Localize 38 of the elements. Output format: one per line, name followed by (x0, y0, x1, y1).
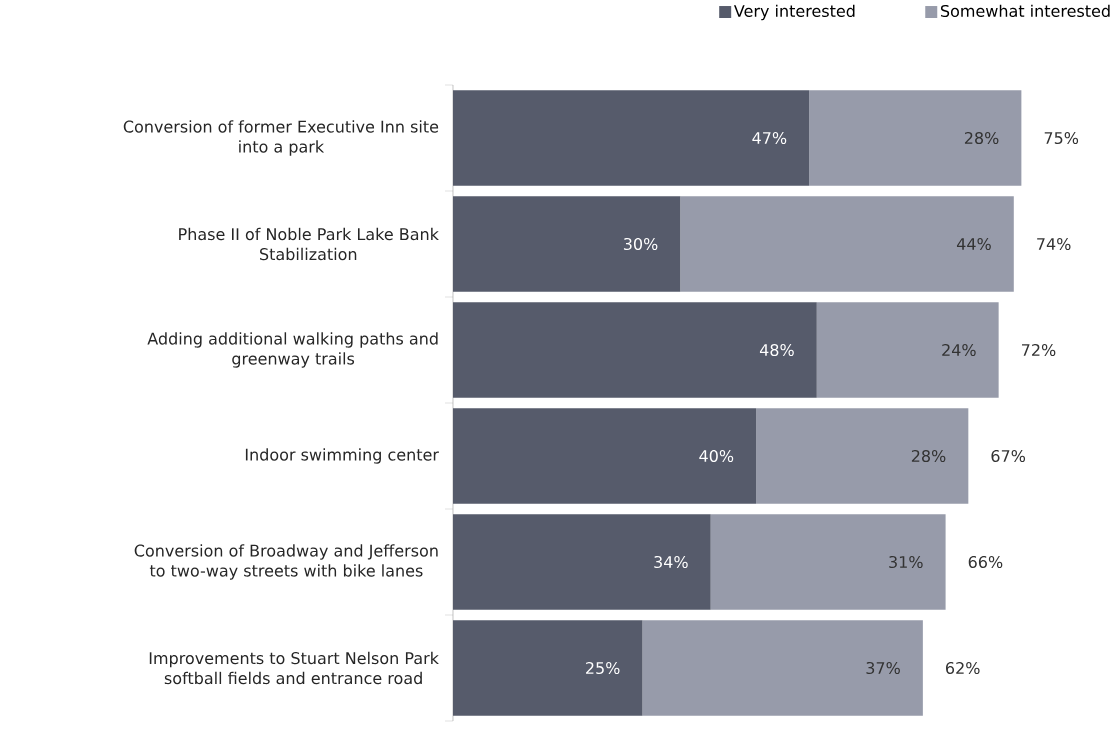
total-label: 74% (1037, 237, 1071, 251)
bar (816, 302, 999, 398)
total-label: 75% (1044, 131, 1079, 145)
data-label: 48% (759, 343, 794, 357)
data-label: 44% (956, 237, 991, 251)
legend-label: Very interested (733, 4, 855, 21)
bar (809, 90, 1022, 186)
bar (453, 408, 757, 504)
data-label: 28% (964, 131, 999, 145)
y-tick-label: Indoor swimming center (245, 448, 439, 464)
y-tick-label: Phase II of Noble Park Lake Bank Stabilization (179, 227, 439, 261)
bar (453, 514, 711, 610)
total-label: 72% (1022, 343, 1056, 357)
data-label: 31% (889, 555, 923, 569)
bar (642, 620, 923, 716)
total-label: 67% (991, 449, 1026, 463)
y-tick-label: Adding additional walking paths and greenway trails (147, 332, 438, 368)
y-tick-label: Conversion of former Executive Inn site into a park (123, 120, 439, 156)
data-label: 47% (752, 131, 787, 145)
data-label: 37% (866, 661, 900, 675)
legend-label: Somewhat interested (940, 4, 1110, 18)
total-label: 62% (946, 661, 980, 675)
data-label: 24% (942, 343, 976, 357)
data-label: 28% (911, 449, 946, 463)
data-label: 40% (699, 449, 734, 463)
total-label: 66% (968, 555, 1003, 569)
bar (453, 90, 810, 186)
bar (710, 514, 946, 610)
data-label: 34% (654, 555, 688, 569)
data-label: 25% (586, 661, 620, 675)
bar (756, 408, 969, 504)
bar (680, 196, 1014, 292)
bar (453, 196, 681, 292)
data-label: 30% (623, 237, 658, 251)
y-tick-label: Improvements to Stuart Nelson Park softball fields and entrance road (149, 651, 439, 685)
bar (453, 302, 817, 398)
bar (453, 620, 643, 716)
y-tick-label: Conversion of Broadway and Jefferson to two-way streets with bike lanes (134, 544, 438, 580)
